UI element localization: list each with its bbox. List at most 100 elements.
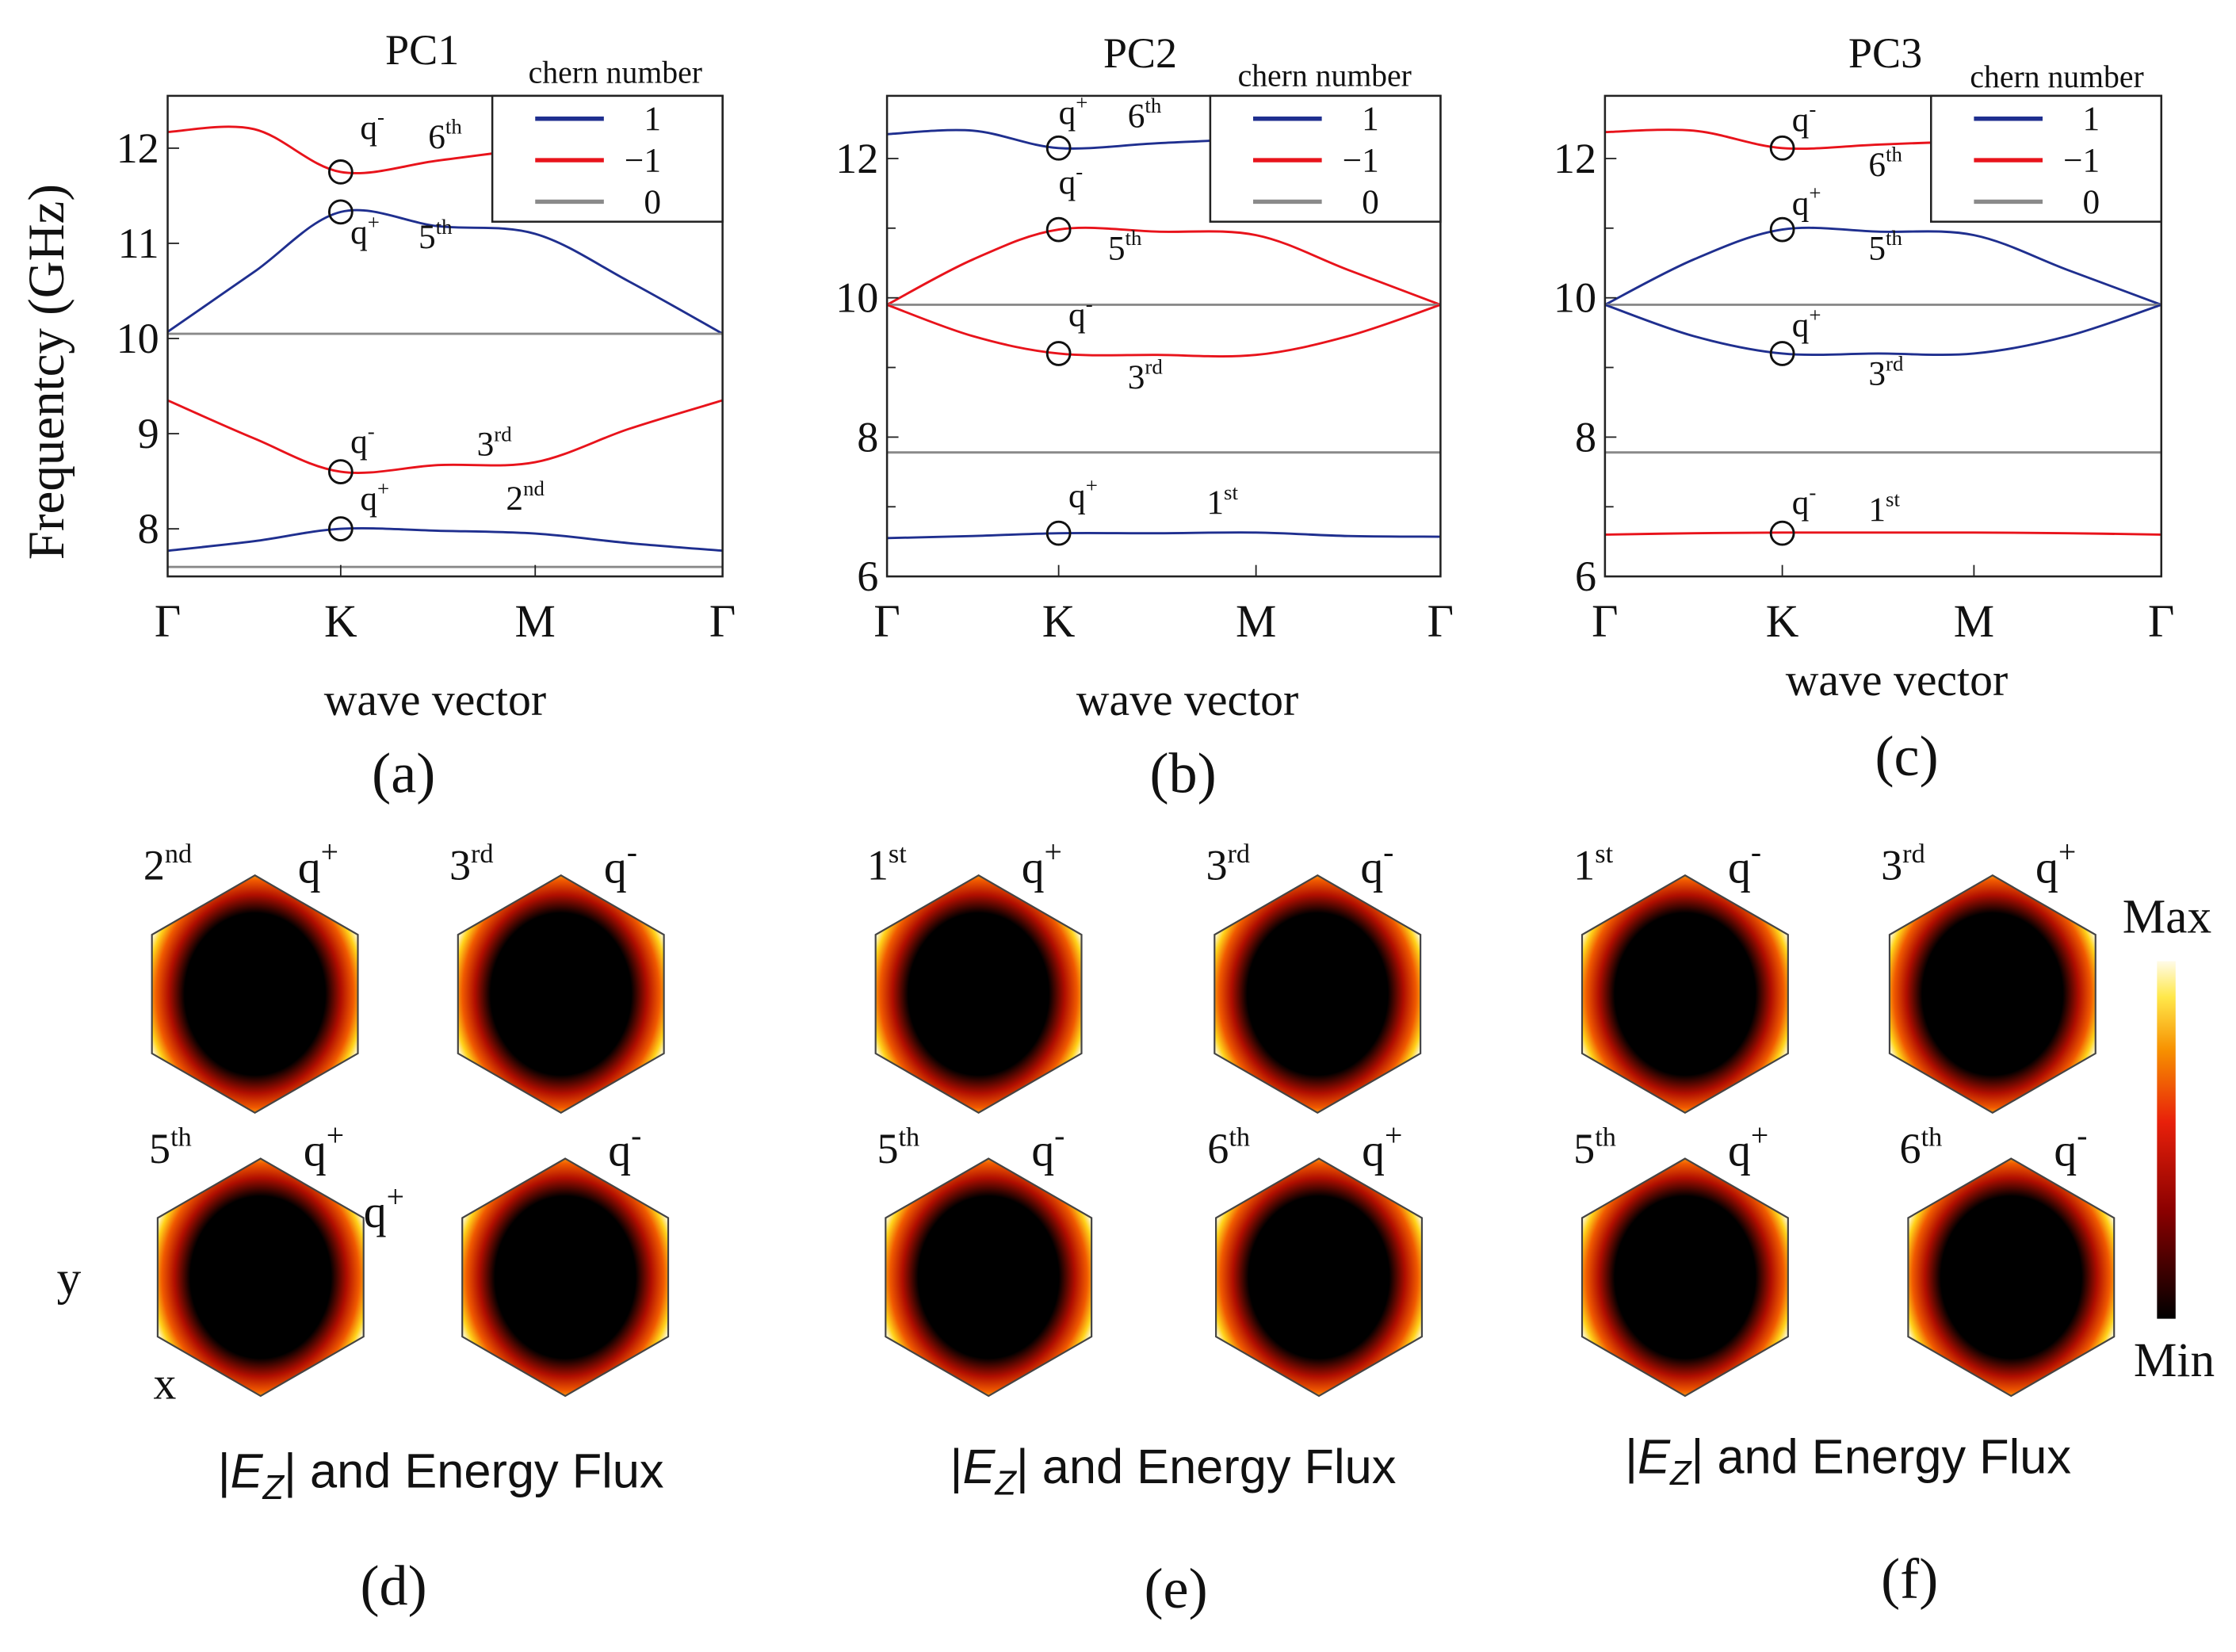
band-line-6 (1604, 531, 2161, 536)
mode-label: q+ (1022, 835, 1062, 893)
k-point-marker (1769, 135, 1795, 161)
colorbar-min-label: Min (2134, 1333, 2215, 1387)
field-map-caption: |EZ| and Energy Flux (950, 1439, 1397, 1502)
band-annotation: q- (1068, 293, 1093, 334)
x-tick-label: Γ (1428, 597, 1454, 647)
field-map-panel-1: 2nd q+ 3rd q-5th q+q+q-|EZ| and Energy Flux(… (143, 835, 670, 1617)
band-annotation: q- (350, 419, 375, 461)
band-number: 3 (1206, 842, 1227, 889)
band-line-5 (167, 526, 723, 553)
field-map-hexagon (1907, 1157, 2116, 1398)
band-number: 2 (143, 842, 165, 889)
k-point-marker (1769, 341, 1795, 366)
mode-label: q+ (1728, 1118, 1768, 1176)
mode-base: q (1728, 843, 1751, 893)
axis-y-label: y (57, 1252, 82, 1306)
legend-title: chern number (529, 55, 702, 90)
band-annotation-base: 6 (1868, 146, 1886, 184)
chart-title: PC3 (1848, 29, 1922, 77)
x-tick-label: K (1042, 597, 1076, 647)
field-maps: 2nd q+ 3rd q-5th q+q+q-|EZ| and Energy Flux(… (57, 835, 2215, 1620)
band-number: 5 (1573, 1125, 1595, 1172)
mode-label: q- (1728, 835, 1761, 893)
mode-sup: + (387, 1180, 404, 1214)
band-annotation-base: 3 (1128, 358, 1145, 396)
x-tick-label: Γ (873, 597, 900, 647)
y-axis-label: Frequentcy (GHz) (18, 184, 75, 560)
band-annotation-sup: st (1886, 488, 1900, 511)
band-annotation-base: q (1792, 484, 1810, 522)
band-annotation-base: q (1792, 306, 1810, 344)
band-annotation-sup: rd (494, 422, 512, 446)
band-annotation-base: q (1068, 476, 1086, 514)
band-annotation-sup: - (1809, 480, 1816, 504)
plot-frame (1603, 94, 2163, 578)
panel-label: (c) (1875, 725, 1939, 788)
caption-symbol: E (1638, 1428, 1671, 1483)
plot-frame (166, 94, 724, 578)
band-annotation-sup: - (1076, 160, 1083, 184)
band-line-2 (166, 208, 724, 335)
caption-prefix: | (950, 1439, 963, 1493)
band-annotation: 5th (1108, 226, 1142, 267)
field-map-hexagon (1580, 874, 1789, 1115)
band-number: 1 (867, 842, 889, 889)
x-tick-label: M (1954, 597, 1994, 647)
band-annotation: q- (1792, 98, 1817, 139)
mode-sup: + (1045, 835, 1062, 870)
mode-label-extra: q+ (364, 1180, 404, 1237)
panel-label: (a) (372, 742, 435, 805)
band-label: 3rd (1881, 839, 1925, 889)
field-map-hexagon (151, 874, 359, 1115)
x-tick-label: Γ (1592, 597, 1618, 647)
band-annotation-sup: th (1145, 94, 1161, 117)
band-number: 6 (1207, 1125, 1229, 1172)
band-line-4 (886, 304, 1441, 358)
field-map-hexagon (457, 874, 665, 1115)
mode-base: q (1362, 1126, 1385, 1176)
band-annotation-base: 3 (477, 426, 495, 464)
y-tick-label: 10 (1554, 274, 1596, 322)
x-tick-label: M (1236, 597, 1276, 647)
band-annotation-sup: th (1886, 143, 1902, 166)
mode-sup: + (327, 1118, 344, 1153)
band-annotation: 1st (1868, 488, 1900, 529)
mode-label: q- (608, 1118, 641, 1176)
k-point-marker (1045, 216, 1072, 243)
y-tick-label: 12 (117, 124, 159, 172)
mode-sup: - (627, 835, 637, 870)
band-number: 3 (449, 842, 471, 889)
band-label: 3rd (449, 839, 494, 889)
band-annotation-sup: - (1809, 98, 1816, 121)
band-annotation-base: 5 (1868, 229, 1886, 267)
band-annotation: 2nd (506, 476, 545, 518)
band-annotation-base: q (360, 480, 377, 518)
caption-prefix: | (218, 1444, 231, 1498)
band-annotation-base: 1 (1868, 491, 1886, 529)
band-label: 3rd (1206, 839, 1250, 889)
field-map-hexagon (156, 1157, 365, 1398)
colorbar (2157, 961, 2176, 1319)
band-annotation-sup: nd (523, 476, 545, 500)
band-annotation-base: 5 (419, 218, 436, 256)
band-annotation-base: q (1792, 101, 1810, 139)
band-annotation-sup: rd (1886, 351, 1904, 375)
band-annotation-sup: th (445, 115, 462, 139)
band-annotation-sup: rd (1145, 355, 1163, 379)
k-point-marker (1045, 341, 1072, 366)
x-tick-label: K (1766, 597, 1799, 647)
band-label: 6th (1900, 1122, 1943, 1172)
mode-base: q (1031, 1126, 1054, 1176)
band-annotation: q+ (1059, 90, 1088, 132)
mode-sup: - (1054, 1118, 1064, 1153)
caption-symbol: E (231, 1444, 264, 1498)
x-axis-label: wave vector (1076, 675, 1298, 725)
k-point-marker (1045, 135, 1072, 161)
mode-label: q+ (2035, 835, 2076, 893)
x-tick-label: M (515, 597, 556, 647)
band-ordinal: st (889, 839, 907, 869)
band-line-2 (886, 226, 1441, 306)
legend-label: 0 (2083, 183, 2100, 221)
caption-suffix: | and Energy Flux (284, 1444, 664, 1498)
